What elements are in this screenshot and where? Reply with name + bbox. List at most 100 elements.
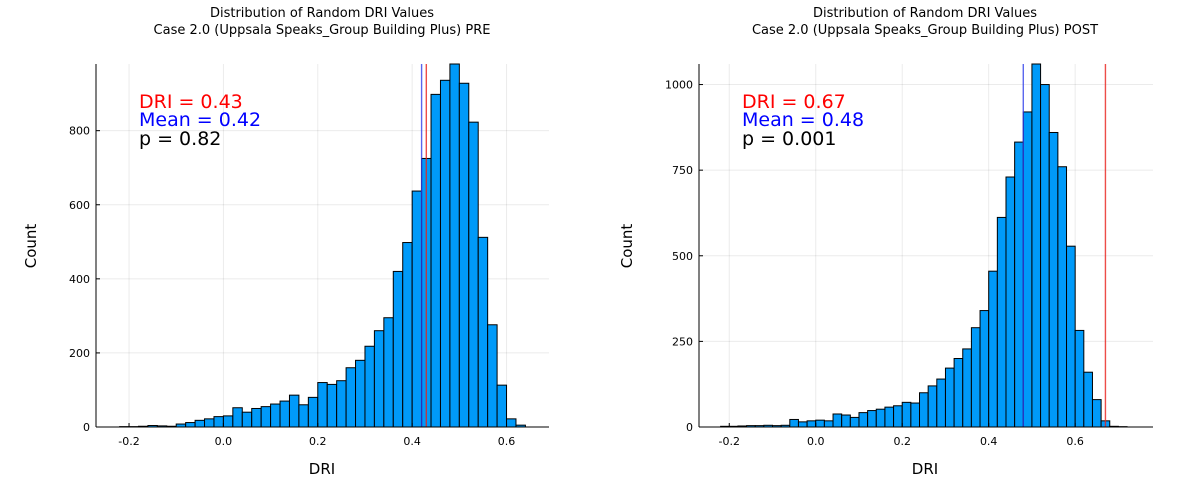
- annotation-mean: Mean = 0.42: [139, 109, 261, 131]
- histogram-bar: [345, 367, 357, 428]
- y-tick-label: 1000: [665, 79, 693, 92]
- histogram-bar: [449, 63, 460, 428]
- histogram-bars: [119, 63, 526, 428]
- histogram-bar: [411, 190, 423, 428]
- histogram-bar: [1014, 141, 1024, 428]
- histogram-bar: [789, 418, 799, 428]
- x-tick-label: 0.2: [893, 435, 911, 448]
- reference-lines: [420, 64, 428, 427]
- histogram-bar: [884, 406, 895, 428]
- histogram-bar: [910, 402, 921, 428]
- x-tick-label: 0.4: [980, 435, 998, 448]
- histogram-bar: [893, 405, 903, 428]
- x-tick-label: -0.2: [118, 435, 139, 448]
- histogram-bar: [355, 359, 366, 428]
- histogram-bar: [204, 418, 215, 428]
- x-axis-ticks: -0.2 0.0 0.2 0.4 0.6: [118, 423, 515, 448]
- y-tick-label: 0: [83, 421, 90, 434]
- y-axis-label: Count: [22, 224, 40, 269]
- histogram-bar: [806, 420, 817, 428]
- histogram-bar: [996, 216, 1007, 428]
- histogram-bars: [720, 63, 1128, 428]
- histogram-bar: [402, 242, 413, 428]
- histogram-bar: [1091, 399, 1102, 428]
- histogram-bar: [213, 416, 224, 428]
- histogram-bar: [317, 382, 328, 428]
- histogram-bar: [392, 270, 404, 428]
- y-tick-label: 600: [69, 199, 90, 212]
- y-tick-label: 800: [69, 125, 90, 138]
- annotation-dri: DRI = 0.43: [139, 91, 243, 113]
- chart-title: Distribution of Random DRI Values: [210, 6, 434, 21]
- histogram-bar: [307, 396, 319, 428]
- histogram-bar: [953, 358, 964, 428]
- y-axis-ticks: 0 250 500 750 1000: [665, 79, 703, 434]
- x-tick-label: 0.0: [807, 435, 825, 448]
- histogram-bar: [373, 330, 385, 428]
- chart-subtitle: Case 2.0 (Uppsala Speaks_Group Building …: [154, 23, 491, 38]
- histogram-bar: [1031, 63, 1042, 428]
- y-tick-label: 250: [672, 335, 693, 348]
- histogram-bar: [944, 367, 955, 428]
- y-axis-label: Count: [618, 224, 636, 269]
- histogram-bar: [1057, 166, 1068, 428]
- y-tick-label: 400: [69, 273, 90, 286]
- histogram-bar: [901, 401, 912, 428]
- histogram-bar: [496, 384, 508, 428]
- histogram-bar: [867, 410, 877, 428]
- histogram-bar: [279, 400, 290, 428]
- chart-subtitle: Case 2.0 (Uppsala Speaks_Group Building …: [752, 23, 1098, 38]
- chart-panel-pre: Distribution of Random DRI Values Case 2…: [22, 6, 549, 478]
- histogram-bar: [936, 378, 946, 428]
- histogram-bar: [336, 380, 347, 428]
- y-tick-label: 750: [672, 164, 693, 177]
- histogram-bar: [962, 348, 972, 428]
- y-tick-label: 0: [686, 421, 693, 434]
- histogram-bar: [185, 422, 196, 428]
- chart-panel-post: Distribution of Random DRI Values Case 2…: [618, 6, 1153, 478]
- histogram-bar: [270, 403, 281, 428]
- histogram-bar: [1074, 329, 1085, 428]
- histogram-bar: [232, 407, 243, 428]
- histogram-bar: [988, 270, 998, 428]
- histogram-bar: [487, 324, 498, 428]
- histogram-bar: [797, 421, 808, 428]
- histogram-bar: [383, 317, 394, 428]
- y-tick-label: 200: [69, 347, 90, 360]
- histogram-bar: [251, 407, 262, 428]
- annotation-dri: DRI = 0.67: [742, 91, 846, 113]
- histogram-bar: [1066, 245, 1076, 428]
- annotation-mean: Mean = 0.48: [742, 109, 864, 131]
- histogram-bar: [430, 93, 441, 428]
- x-tick-label: 0.2: [309, 435, 327, 448]
- histogram-bar: [468, 121, 479, 428]
- histogram-bar: [1048, 131, 1059, 428]
- histogram-bar: [823, 420, 834, 428]
- histogram-bar: [439, 79, 451, 428]
- histogram-bar: [222, 415, 234, 428]
- x-axis-label: DRI: [309, 460, 335, 478]
- histogram-bar: [832, 413, 843, 428]
- chart-title: Distribution of Random DRI Values: [813, 6, 1037, 21]
- x-tick-label: 0.6: [498, 435, 516, 448]
- x-tick-label: -0.2: [719, 435, 740, 448]
- x-axis-ticks: -0.2 0.0 0.2 0.4 0.6: [719, 423, 1084, 448]
- histogram-bar: [260, 406, 272, 428]
- histogram-bar: [1005, 176, 1016, 428]
- y-tick-label: 500: [672, 250, 693, 263]
- histogram-bar: [970, 327, 981, 428]
- histogram-bar: [477, 236, 489, 428]
- histogram-bar: [288, 394, 300, 428]
- reference-lines: [1022, 64, 1107, 427]
- histogram-bar: [858, 412, 869, 428]
- histogram-bar: [979, 310, 990, 428]
- histogram-bar: [364, 345, 375, 428]
- histogram-bar: [241, 411, 253, 428]
- x-tick-label: 0.0: [215, 435, 233, 448]
- axes-frame: [95, 64, 549, 428]
- histogram-bar: [841, 414, 851, 428]
- histogram-bar: [458, 82, 470, 428]
- annotation-p-value: p = 0.82: [139, 128, 221, 150]
- histogram-bar: [875, 408, 886, 428]
